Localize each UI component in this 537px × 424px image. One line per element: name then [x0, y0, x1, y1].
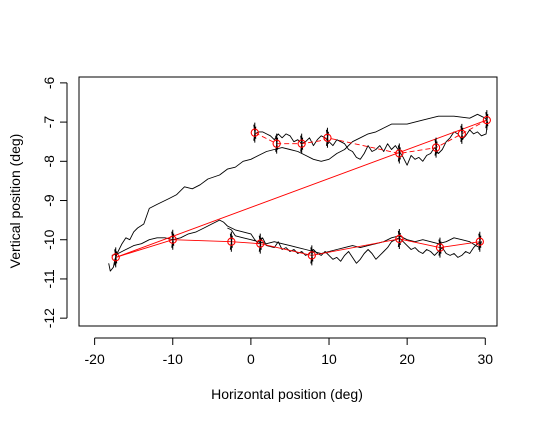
- y-axis-label: Vertical position (deg): [7, 134, 23, 269]
- fixation-point: [111, 253, 120, 262]
- fixation-point: [227, 237, 236, 246]
- x-tick-label: -20: [85, 351, 105, 367]
- x-axis: -20 -10 0 10 20 30: [85, 337, 493, 367]
- fixation-point: [435, 243, 445, 252]
- y-tick-label: -11: [41, 269, 57, 288]
- fixation-point: [272, 139, 281, 148]
- x-tick-label: 0: [247, 351, 255, 367]
- y-tick-label: -8: [41, 155, 57, 168]
- x-tick-label: 20: [399, 351, 415, 367]
- fixation-point: [395, 149, 404, 158]
- fixation-point: [297, 139, 306, 148]
- fixation-point: [457, 129, 466, 139]
- y-tick-label: -6: [41, 76, 57, 89]
- fixation-point: [256, 239, 265, 248]
- fixation-point: [431, 143, 441, 152]
- plot-frame: [78, 76, 498, 327]
- y-tick-label: -10: [41, 229, 57, 249]
- series-line-4: [115, 238, 480, 258]
- fixation-point: [475, 237, 484, 246]
- x-tick-label: -10: [163, 351, 183, 367]
- y-axis: -12 -11 -10 -9 -8 -7 -6: [41, 76, 68, 328]
- y-tick-label: -9: [41, 194, 57, 207]
- fixation-point: [250, 128, 259, 137]
- series-line-5: [254, 119, 488, 154]
- fixation-point: [168, 235, 177, 244]
- y-tick-label: -7: [41, 116, 57, 129]
- fixation-point: [323, 133, 332, 142]
- x-tick-label: 30: [477, 351, 493, 367]
- fixation-point: [395, 234, 404, 244]
- series-line-3: [115, 119, 487, 258]
- x-tick-label: 10: [321, 351, 337, 367]
- plot-area: [108, 110, 491, 272]
- y-tick-label: -12: [41, 308, 57, 328]
- fixation-point: [482, 115, 491, 125]
- fixation-point: [307, 251, 316, 260]
- x-axis-label: Horizontal position (deg): [211, 386, 363, 402]
